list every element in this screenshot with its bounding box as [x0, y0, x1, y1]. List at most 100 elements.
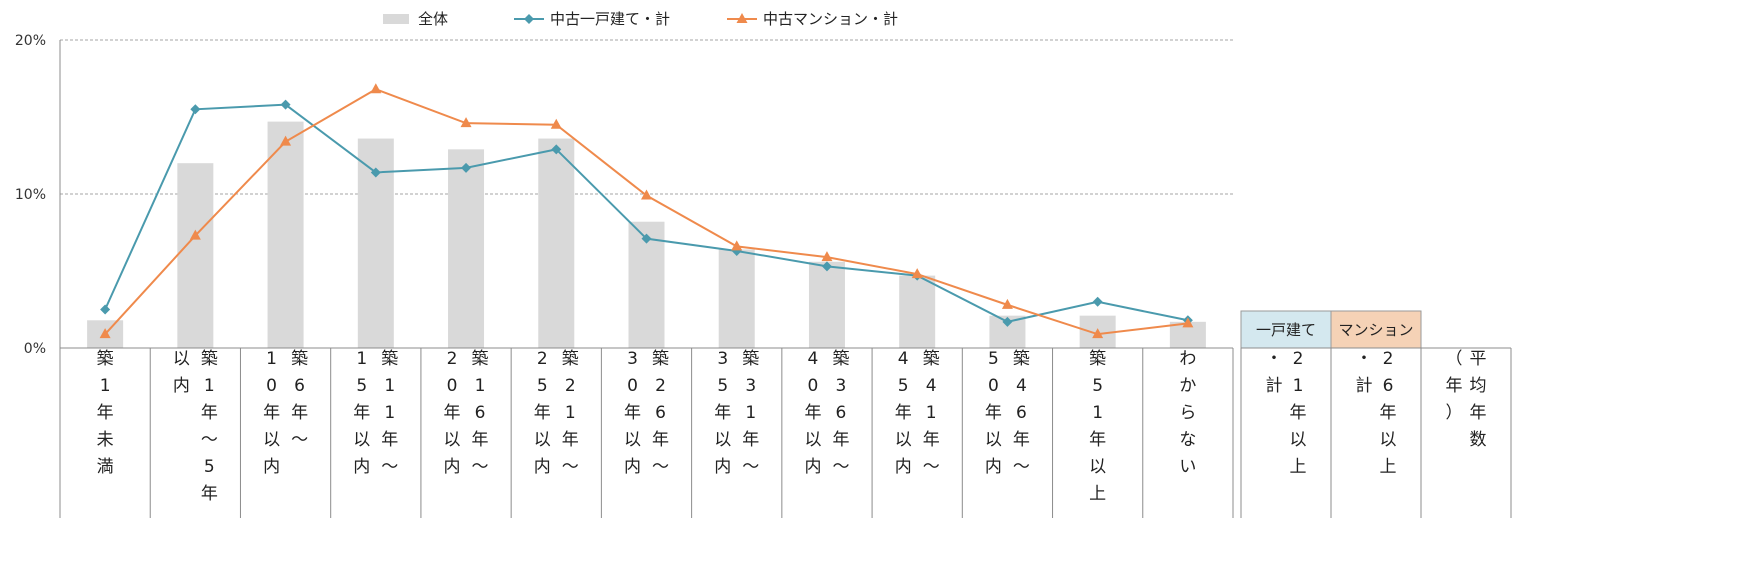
category-label-char: 〜 — [472, 457, 489, 477]
point-中古マンション・計 — [641, 189, 652, 200]
category-label-char: 以 — [444, 430, 461, 450]
point-中古一戸建て・計 — [190, 104, 201, 115]
category-label-char: 以 — [534, 430, 551, 450]
category-label-char: 4 — [898, 349, 909, 369]
category-label-char: 1 — [356, 349, 367, 369]
category-label-char: 〜 — [742, 457, 759, 477]
category-label-char: 4 — [926, 376, 937, 396]
category-label-char: 年 — [742, 430, 759, 450]
side-header-box — [1330, 310, 1422, 349]
category-label-char: 以 — [263, 430, 280, 450]
legend-swatch-bar — [383, 14, 409, 24]
legend-label: 中古一戸建て・計 — [550, 10, 670, 28]
category-label-char: 0 — [447, 376, 458, 396]
point-中古一戸建て・計 — [461, 162, 472, 173]
side-column-char: 年 — [1446, 376, 1463, 396]
legend: 全体 中古一戸建て・計 中古マンション・計 — [383, 10, 898, 28]
category-label-char: か — [1179, 376, 1196, 396]
category-label-char: 年 — [444, 403, 461, 423]
category-label-char: 1 — [384, 403, 395, 423]
point-中古一戸建て・計 — [641, 233, 652, 244]
category-label-char: 内 — [444, 457, 461, 477]
side-column-char: 年 — [1470, 403, 1487, 423]
category-label-char: 〜 — [652, 457, 669, 477]
point-中古一戸建て・計 — [551, 144, 562, 155]
legend-marker-diamond — [524, 14, 534, 24]
category-label-char: 1 — [1092, 403, 1103, 423]
bar-全体 — [448, 149, 485, 348]
category-label-char: 年 — [291, 403, 308, 423]
side-column-char: 平 — [1470, 349, 1487, 369]
side-column-char: 年 — [1380, 403, 1397, 423]
side-column-char: 計 — [1356, 376, 1373, 396]
category-label-char: 1 — [745, 403, 756, 423]
category-label-char: 内 — [624, 457, 641, 477]
category-label-char: 以 — [353, 430, 370, 450]
point-中古マンション・計 — [550, 118, 562, 129]
legend-label: 中古マンション・計 — [763, 10, 898, 28]
category-label-char: 〜 — [832, 457, 849, 477]
side-column-char: （ — [1446, 349, 1463, 369]
category-label-char: 年 — [804, 403, 821, 423]
category-label-char: 内 — [173, 376, 190, 396]
category-label-char: 内 — [985, 457, 1002, 477]
category-label-char: 年 — [895, 403, 912, 423]
category-label-char: 〜 — [201, 430, 218, 450]
bar-全体 — [177, 163, 214, 348]
category-label-char: 年 — [923, 430, 940, 450]
category-label-char: 築 — [381, 349, 398, 369]
category-label-char: 内 — [353, 457, 370, 477]
category-label-char: 3 — [627, 349, 638, 369]
point-中古一戸建て・計 — [370, 167, 381, 178]
category-label-char: 5 — [717, 376, 728, 396]
category-label-char: 3 — [745, 376, 756, 396]
side-header-box — [1240, 310, 1332, 349]
y-tick-label: 20% — [15, 33, 46, 49]
category-label-char: 内 — [804, 457, 821, 477]
category-label-char: 〜 — [562, 457, 579, 477]
category-label-char: 〜 — [291, 430, 308, 450]
category-label-char: 年 — [832, 430, 849, 450]
bar-layer — [87, 121, 1206, 349]
category-label-char: 1 — [266, 349, 277, 369]
category-label-char: 年 — [1089, 430, 1106, 450]
category-label-char: 2 — [565, 376, 576, 396]
point-中古マンション・計 — [280, 135, 292, 146]
category-label-char: 年 — [353, 403, 370, 423]
point-中古マンション・計 — [1001, 298, 1013, 309]
side-column-char: 2 — [1383, 349, 1394, 369]
category-label-char: 満 — [97, 457, 114, 477]
category-label-char: 1 — [204, 376, 215, 396]
category-label-char: 以 — [804, 430, 821, 450]
category-label-char: 築 — [923, 349, 940, 369]
point-中古一戸建て・計 — [821, 261, 832, 272]
category-label-char: 以 — [1089, 457, 1106, 477]
category-label-char: 年 — [652, 430, 669, 450]
category-label-char: 以 — [714, 430, 731, 450]
category-label-char: 〜 — [923, 457, 940, 477]
point-中古マンション・計 — [370, 83, 382, 94]
point-中古マンション・計 — [99, 328, 111, 339]
bar-全体 — [808, 261, 845, 348]
category-label-char: ら — [1179, 403, 1196, 423]
category-label-char: 4 — [1016, 376, 1027, 396]
category-label-char: 年 — [263, 403, 280, 423]
category-label-char: 5 — [537, 376, 548, 396]
side-column-char: 6 — [1383, 376, 1394, 396]
axis-layer: 0% 10% 20% — [15, 33, 1234, 518]
category-label-char: 1 — [475, 376, 486, 396]
point-中古マンション・計 — [821, 251, 833, 262]
category-label-char: 年 — [562, 430, 579, 450]
category-label-char: 〜 — [1013, 457, 1030, 477]
legend-marker-triangle — [736, 13, 748, 23]
category-label-char: 5 — [204, 457, 215, 477]
side-column-char: 以 — [1290, 430, 1307, 450]
category-label-char: 6 — [655, 403, 666, 423]
category-label-char: 1 — [926, 403, 937, 423]
category-label-char: 5 — [898, 376, 909, 396]
category-label-char: 上 — [1089, 484, 1106, 504]
category-label-char: 3 — [836, 376, 847, 396]
point-中古一戸建て・計 — [280, 99, 291, 110]
